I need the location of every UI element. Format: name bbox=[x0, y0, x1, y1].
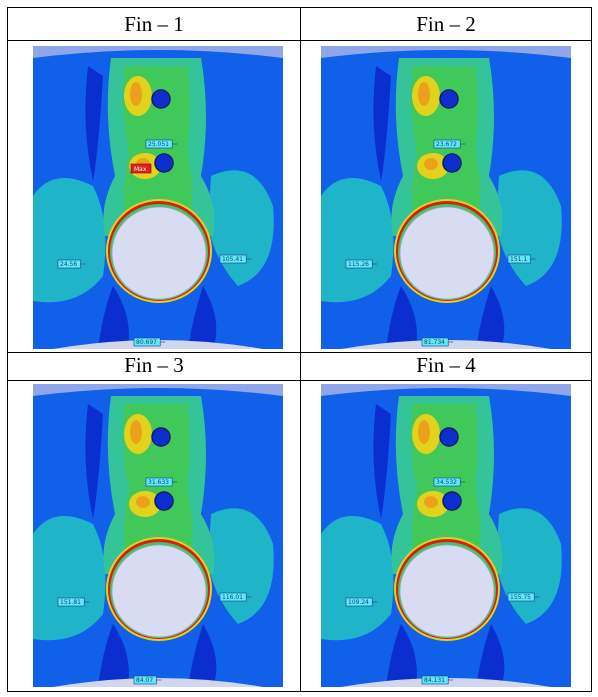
probe-bottom: 81.734 bbox=[421, 337, 454, 347]
caption-fin-1: Fin – 1 bbox=[124, 12, 184, 36]
dark-band bbox=[386, 286, 417, 349]
dark-band bbox=[98, 286, 129, 349]
dark-band bbox=[188, 624, 217, 687]
table-rule bbox=[7, 7, 592, 8]
main-bore bbox=[399, 206, 495, 300]
stress-contour-fin-4: 34.532 109.24 155.75 84.131 bbox=[321, 384, 571, 687]
dark-band bbox=[373, 66, 391, 181]
top-rim bbox=[321, 46, 571, 58]
probe-top: 25.051 bbox=[145, 139, 178, 149]
probe-value: 151.1 bbox=[510, 256, 527, 263]
max-label: Max bbox=[134, 166, 147, 173]
hotspot bbox=[424, 496, 438, 508]
bolt-hole bbox=[154, 491, 174, 511]
bolt-hole bbox=[439, 89, 459, 109]
probe-left: 151.81 bbox=[57, 597, 90, 607]
contour-plot: 25.051 24.56 105.41 80.697 Max bbox=[33, 46, 283, 349]
probe-value: 84.131 bbox=[424, 677, 445, 684]
max-tag bbox=[130, 163, 152, 174]
hotspot bbox=[418, 82, 430, 106]
table-rule bbox=[7, 40, 592, 41]
probe-value: 116.01 bbox=[222, 594, 243, 601]
probe-right: 155.75 bbox=[507, 592, 540, 602]
probe-tag bbox=[57, 597, 85, 607]
probe-value: 24.56 bbox=[60, 261, 77, 268]
hotspot bbox=[136, 496, 150, 508]
bolt-hole bbox=[442, 491, 462, 511]
table-rule bbox=[7, 7, 8, 692]
probe-value: 105.41 bbox=[222, 256, 243, 263]
table-rule bbox=[7, 380, 592, 381]
hotspot bbox=[130, 82, 142, 106]
probe-top: 23.672 bbox=[433, 139, 466, 149]
probe-value: 25.051 bbox=[148, 141, 169, 148]
contour-plot: 31.633 151.81 116.01 84.07 bbox=[33, 384, 283, 687]
caption-fin-3: Fin – 3 bbox=[124, 353, 184, 377]
hotspot bbox=[130, 420, 142, 444]
table-rule bbox=[7, 352, 592, 353]
max-marker: Max bbox=[130, 163, 152, 174]
bolt-hole bbox=[442, 153, 462, 173]
left-lobe bbox=[33, 516, 106, 641]
main-bore bbox=[111, 206, 207, 300]
contour-plot: 34.532 109.24 155.75 84.131 bbox=[321, 384, 571, 687]
bottom-arc bbox=[53, 678, 263, 687]
stress-contour-fin-3: 31.633 151.81 116.01 84.07 bbox=[33, 384, 283, 687]
bolt-hole bbox=[151, 89, 171, 109]
probe-bottom: 84.131 bbox=[421, 675, 454, 685]
dark-band bbox=[476, 286, 505, 349]
stress-contour-fin-1: 25.051 24.56 105.41 80.697 Max bbox=[33, 46, 283, 349]
probe-top: 31.633 bbox=[145, 477, 178, 487]
main-bore bbox=[399, 544, 495, 638]
probe-value: 31.633 bbox=[148, 479, 169, 486]
probe-value: 23.672 bbox=[436, 141, 457, 148]
dark-band bbox=[476, 624, 505, 687]
table-rule bbox=[300, 7, 301, 692]
caption-fin-2: Fin – 2 bbox=[416, 12, 476, 36]
probe-left: 115.26 bbox=[345, 259, 378, 269]
probe-value: 80.697 bbox=[136, 339, 157, 346]
probe-bottom: 84.07 bbox=[133, 675, 162, 685]
top-rim bbox=[321, 384, 571, 396]
dark-band bbox=[98, 624, 129, 687]
main-bore bbox=[111, 544, 207, 638]
probe-top: 34.532 bbox=[433, 477, 466, 487]
left-lobe bbox=[321, 178, 394, 303]
bolt-hole bbox=[151, 427, 171, 447]
hotspot bbox=[418, 420, 430, 444]
bolt-hole bbox=[439, 427, 459, 447]
table-rule bbox=[7, 691, 592, 692]
probe-left: 109.24 bbox=[345, 597, 378, 607]
probe-value: 34.532 bbox=[436, 479, 457, 486]
probe-right: 105.41 bbox=[219, 254, 252, 264]
probe-value: 109.24 bbox=[348, 599, 369, 606]
probe-left: 24.56 bbox=[57, 259, 86, 269]
probe-right: 151.1 bbox=[507, 254, 536, 264]
contour-plot: 23.672 115.26 151.1 81.734 bbox=[321, 46, 571, 349]
figure-table: Fin – 1 Fin – 2 Fin – 3 Fin – 4 25.051 24… bbox=[7, 7, 592, 692]
dark-band bbox=[188, 286, 217, 349]
probe-right: 116.01 bbox=[219, 592, 252, 602]
probe-value: 155.75 bbox=[510, 594, 531, 601]
caption-fin-4: Fin – 4 bbox=[416, 353, 476, 377]
top-rim bbox=[33, 384, 283, 396]
bolt-hole bbox=[154, 153, 174, 173]
dark-band bbox=[386, 624, 417, 687]
left-lobe bbox=[321, 516, 394, 641]
probe-value: 115.26 bbox=[348, 261, 369, 268]
left-lobe bbox=[33, 178, 106, 303]
dark-band bbox=[85, 404, 103, 519]
dark-band bbox=[85, 66, 103, 181]
probe-value: 84.07 bbox=[136, 677, 153, 684]
probe-bottom: 80.697 bbox=[133, 337, 166, 347]
table-rule bbox=[591, 7, 592, 692]
dark-band bbox=[373, 404, 391, 519]
hotspot bbox=[424, 158, 438, 170]
probe-value: 151.81 bbox=[60, 599, 81, 606]
probe-value: 81.734 bbox=[424, 339, 445, 346]
stress-contour-fin-2: 23.672 115.26 151.1 81.734 bbox=[321, 46, 571, 349]
top-rim bbox=[33, 46, 283, 58]
